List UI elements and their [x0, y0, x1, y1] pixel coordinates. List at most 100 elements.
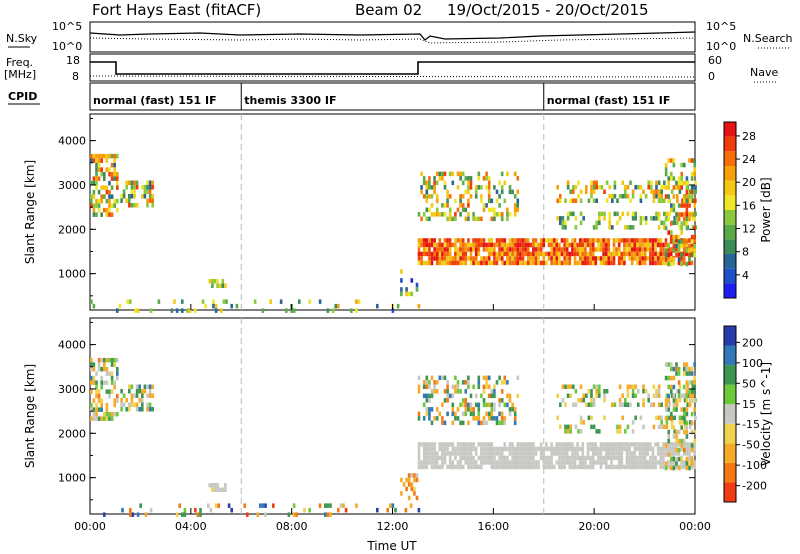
echo-cell [97, 407, 101, 412]
echo-cell [456, 464, 460, 470]
echo-cell [116, 198, 119, 204]
echo-cell [213, 279, 217, 284]
echo-cell [108, 212, 111, 217]
echo-cell [292, 512, 296, 517]
echo-cell [482, 256, 486, 261]
echo-cell [461, 260, 465, 266]
echo-cell [664, 398, 668, 403]
echo-cell [669, 460, 673, 465]
echo-cell [448, 451, 452, 456]
echo-cell [425, 398, 429, 403]
echo-cell [524, 455, 527, 461]
echo-cell [506, 212, 509, 217]
echo-cell [428, 194, 431, 199]
echo-cell [667, 375, 670, 381]
echo-cell [433, 464, 436, 470]
echo-cell [433, 189, 436, 195]
echo-cell [686, 384, 689, 389]
echo-cell [667, 176, 670, 181]
echo-cell [425, 384, 429, 390]
echo-cell [464, 260, 468, 266]
echo-cell [425, 247, 429, 252]
echo-cell [532, 242, 535, 248]
echo-cell [503, 446, 507, 452]
echo-cell [566, 211, 570, 217]
freq-tick-top: 18 [66, 54, 80, 67]
echo-cell [680, 239, 683, 244]
echo-cell [534, 260, 538, 266]
echo-cell [670, 239, 673, 244]
echo-cell [420, 460, 423, 465]
echo-cell [573, 460, 577, 465]
echo-cell [178, 503, 181, 508]
echo-cell [454, 198, 457, 204]
echo-cell [584, 251, 587, 257]
echo-cell [472, 216, 475, 222]
echo-cell [441, 464, 444, 470]
echo-cell [607, 451, 611, 456]
echo-cell [670, 456, 673, 462]
echo-cell [636, 446, 639, 452]
echo-cell [595, 429, 598, 434]
echo-cell [474, 242, 478, 248]
echo-cell [563, 464, 566, 470]
echo-cell [677, 212, 681, 217]
echo-cell [92, 380, 96, 385]
echo-cell [116, 308, 119, 313]
echo-cell [513, 247, 517, 252]
echo-cell [420, 260, 423, 266]
echo-cell [143, 189, 147, 194]
echo-cell [430, 442, 434, 447]
echo-cell [513, 455, 517, 461]
echo-cell [485, 411, 488, 417]
echo-cell [422, 416, 426, 421]
echo-cell [664, 216, 668, 222]
echo-cell [417, 464, 421, 470]
echo-cell [485, 247, 488, 252]
echo-cell [688, 248, 691, 253]
echo-cell [110, 194, 114, 199]
echo-cell [469, 407, 473, 412]
echo-cell [693, 203, 696, 208]
echo-cell [672, 384, 676, 390]
echo-cell [568, 260, 572, 266]
echo-cell [100, 158, 103, 163]
colorbar-swatch [724, 239, 736, 254]
echo-cell [503, 242, 507, 248]
echo-cell [435, 260, 439, 266]
echo-cells [90, 357, 697, 517]
echo-cell [417, 212, 421, 217]
echo-cell [571, 460, 574, 465]
echo-cell [508, 451, 512, 456]
echo-cell [170, 308, 174, 313]
echo-cell [90, 366, 93, 372]
echo-cell [92, 366, 96, 372]
echo-cell [477, 464, 481, 470]
echo-cell [581, 464, 585, 470]
echo-cell [477, 442, 481, 447]
echo-cell [122, 393, 126, 398]
echo-cell [417, 247, 421, 252]
echo-cell [693, 167, 696, 172]
echo-cell [128, 407, 131, 412]
echo-cell [113, 158, 116, 163]
echo-cell [524, 242, 527, 248]
colorbar-swatch [724, 122, 736, 137]
echo-cell [503, 460, 507, 465]
echo-cell [565, 251, 569, 257]
echo-cell [413, 486, 416, 492]
echo-cell [490, 416, 494, 421]
echo-cell [500, 398, 504, 403]
echo-cell [446, 384, 449, 390]
echo-cell [105, 158, 109, 163]
echo-cell [148, 194, 152, 199]
echo-cell [337, 303, 340, 309]
echo-cell [646, 446, 650, 452]
echo-cell [133, 402, 136, 407]
echo-cell [672, 207, 676, 213]
echo-cell [592, 185, 596, 190]
echo-cell [503, 464, 507, 470]
echo-cell [130, 185, 134, 190]
echo-cell [141, 407, 144, 412]
echo-cell [519, 455, 522, 461]
